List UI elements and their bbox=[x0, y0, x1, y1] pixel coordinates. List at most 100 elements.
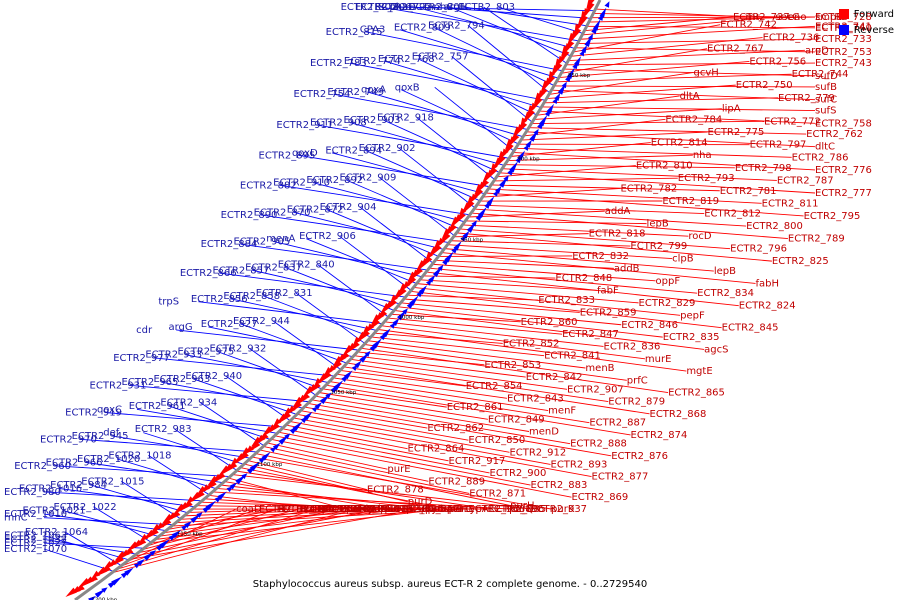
gene-label: ECTR2_933 bbox=[145, 350, 202, 361]
gene-label: ECTR2_887 bbox=[589, 418, 646, 429]
gene-label: argG bbox=[168, 322, 192, 333]
label-connector bbox=[367, 340, 586, 369]
gene-label: ECTR2_977 bbox=[113, 353, 170, 364]
gene-label: ECTR2_774 bbox=[344, 56, 401, 67]
gene-label: ECTR2_934 bbox=[160, 398, 217, 409]
gene-label: lepB bbox=[647, 219, 669, 230]
label-connector bbox=[349, 122, 505, 166]
reverse-feature bbox=[460, 235, 466, 242]
reverse-feature bbox=[319, 393, 331, 405]
gene-label: ECTR2_983 bbox=[135, 424, 192, 435]
label-connector bbox=[485, 192, 804, 217]
gene-label: ECTR2_959 bbox=[299, 504, 356, 515]
label-connector bbox=[111, 435, 251, 459]
gene-label: oppF bbox=[656, 276, 681, 287]
gene-label: ECTR2_905 bbox=[233, 236, 290, 247]
label-connector bbox=[293, 211, 444, 250]
label-connector bbox=[331, 152, 486, 195]
label-connector bbox=[584, 16, 733, 32]
label-connector bbox=[398, 147, 476, 209]
gene-label: ECTR2_776 bbox=[815, 165, 872, 176]
gene-label: ECTR2_824 bbox=[739, 301, 796, 312]
label-connector bbox=[146, 508, 260, 547]
gene-label: ECTR2_750 bbox=[736, 80, 793, 91]
reverse-feature bbox=[389, 322, 396, 329]
gene-label: ECTR2_754 bbox=[294, 89, 351, 100]
gene-label: ECTR2_757 bbox=[412, 52, 469, 63]
reverse-feature bbox=[369, 342, 379, 352]
gene-label: ECTR2_797 bbox=[750, 140, 807, 151]
reverse-feature bbox=[554, 92, 561, 101]
gene-label: ECTR2_938 bbox=[468, 504, 525, 515]
gene-label: argH bbox=[443, 2, 467, 13]
gene-label: gcvH bbox=[694, 67, 719, 78]
label-connector bbox=[251, 456, 552, 510]
gene-label: secG bbox=[775, 12, 800, 23]
gene-label: ECTR2_889 bbox=[428, 476, 485, 487]
reverse-feature bbox=[557, 83, 566, 95]
label-connector bbox=[432, 263, 656, 282]
label-connector bbox=[444, 248, 714, 272]
gene-label: eno bbox=[788, 12, 807, 23]
legend-label-reverse: Reverse bbox=[853, 24, 894, 36]
reverse-feature bbox=[379, 332, 387, 341]
gene-label: ECTR2_1015 bbox=[81, 476, 144, 487]
label-connector bbox=[360, 347, 669, 393]
gene-label: ECTR2_1021 bbox=[22, 505, 85, 516]
gene-label: menF bbox=[548, 406, 576, 417]
gene-label: ECTR2_800 bbox=[746, 221, 803, 232]
label-connector bbox=[274, 435, 531, 486]
label-connector bbox=[136, 408, 278, 434]
label-connector bbox=[247, 460, 368, 491]
gene-label: purK bbox=[551, 504, 575, 515]
gene-label: ECTR2_949 bbox=[317, 504, 374, 515]
scale-tick-label: 850 kbp bbox=[568, 73, 591, 79]
gene-label: ECTR2_970 bbox=[40, 434, 97, 445]
label-connector bbox=[572, 24, 721, 53]
label-connector bbox=[384, 321, 604, 347]
reverse-feature bbox=[278, 434, 289, 445]
gene-label: ECTR2_885 bbox=[489, 504, 546, 515]
gene-label: ECTR2_789 bbox=[788, 234, 845, 245]
label-connector bbox=[198, 301, 383, 325]
gene-label: ECTR2_848 bbox=[555, 273, 612, 284]
gene-label: ECTR2_753 bbox=[815, 47, 872, 58]
label-connector bbox=[349, 62, 546, 101]
gene-label: ECTR2_908 bbox=[310, 118, 367, 129]
gene-label: murE bbox=[645, 354, 672, 365]
feature-arrows bbox=[65, 0, 610, 600]
reverse-feature bbox=[591, 23, 599, 34]
label-connector bbox=[112, 508, 358, 574]
gene-label: ECTR2_744 bbox=[792, 69, 849, 80]
gene-label: ECTR2_818 bbox=[589, 229, 646, 240]
gene-label: ECTR2_1063 bbox=[4, 531, 67, 542]
gene-label: ECTR2_809 bbox=[394, 23, 451, 34]
gene-label: ECTR2_853 bbox=[484, 360, 541, 371]
gene-label: ECTR2_907 bbox=[567, 384, 624, 395]
gene-label: ECTR2_803 bbox=[458, 2, 515, 13]
label-connector bbox=[526, 131, 816, 148]
label-connector bbox=[434, 86, 515, 152]
label-connector bbox=[515, 147, 792, 158]
label-connector bbox=[419, 279, 598, 291]
label-connector bbox=[493, 177, 678, 182]
label-connector bbox=[465, 220, 647, 225]
label-connector bbox=[196, 505, 447, 510]
label-connector bbox=[62, 510, 159, 537]
gene-label: def bbox=[103, 428, 120, 439]
reverse-feature bbox=[226, 486, 233, 493]
gene-label: ECTR2_872 bbox=[287, 205, 344, 216]
reverse-feature bbox=[202, 504, 212, 513]
gene-label: rocD bbox=[688, 231, 712, 242]
gene-label: purN bbox=[380, 504, 404, 515]
gene-label: ECTR2_783 bbox=[310, 58, 367, 69]
label-connector bbox=[394, 6, 595, 12]
gene-label: ECTR2_767 bbox=[707, 44, 764, 55]
gene-label: ECTR2_902 bbox=[359, 143, 416, 154]
label-connector bbox=[463, 6, 588, 27]
label-connector bbox=[289, 421, 592, 478]
label-connector bbox=[208, 326, 354, 358]
label-connector bbox=[232, 474, 531, 510]
label-connector bbox=[520, 131, 708, 141]
label-connector bbox=[498, 6, 584, 34]
